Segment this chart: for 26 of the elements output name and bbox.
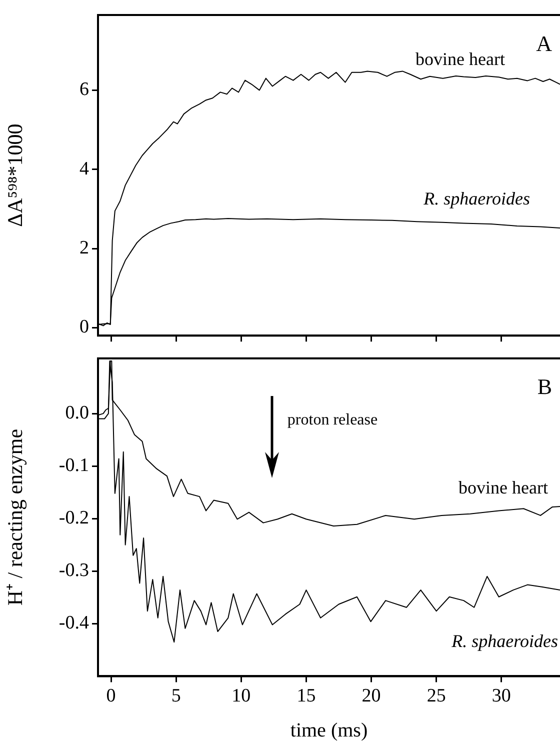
series-label: bovine heart [458, 477, 548, 498]
series-label: bovine heart [416, 49, 505, 69]
x-tick-label: 5 [171, 686, 181, 707]
y-axis-title: ΔA⁵⁹⁸*1000 [3, 124, 28, 227]
y-axis-title: H⁺ / reacting enzyme [3, 428, 28, 606]
x-axis-title: time (ms) [290, 719, 368, 742]
x-tick-label: 10 [232, 686, 251, 707]
series-label: R. sphaeroides [450, 630, 558, 651]
y-tick-label: 2 [80, 238, 89, 259]
y-tick-label: 0.0 [65, 402, 89, 424]
annotation: proton release [287, 412, 378, 429]
x-tick-label: 30 [492, 686, 511, 707]
x-tick-label: 15 [296, 686, 316, 707]
x-tick-label: 20 [362, 686, 381, 707]
y-tick-label: -0.3 [58, 560, 89, 582]
x-tick-label: 25 [426, 686, 446, 707]
series-label: R. sphaeroides [422, 188, 530, 209]
y-tick-label: -0.4 [58, 612, 90, 634]
annotation: B [537, 374, 552, 400]
y-tick-label: -0.1 [58, 455, 89, 476]
y-tick-label: 4 [80, 158, 90, 180]
y-tick-label: 0 [80, 316, 89, 338]
y-tick-label: 6 [80, 79, 89, 100]
x-tick-label: 0 [106, 686, 116, 707]
y-tick-label: -0.2 [58, 508, 89, 529]
annotation: A [536, 30, 552, 56]
